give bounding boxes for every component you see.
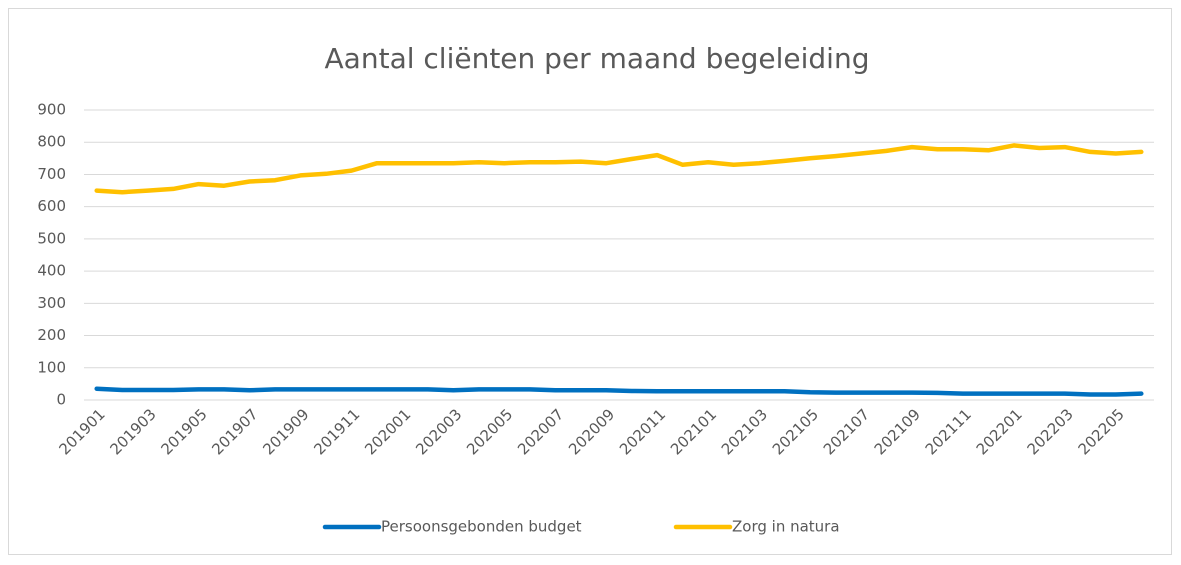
series-line [94,386,1144,397]
chart-title: Aantal cliënten per maand begeleiding [325,42,870,75]
y-tick-label: 100 [37,358,66,376]
y-tick-label: 900 [37,101,66,119]
chart-border [8,8,1172,555]
legend-label: Persoonsgebonden budget [381,518,582,536]
y-tick-label: 800 [37,133,66,151]
y-tick-label: 700 [37,165,66,183]
y-tick-label: 200 [37,326,66,344]
legend-label: Zorg in natura [732,518,840,536]
series-line [94,143,1144,195]
y-tick-label: 600 [37,197,66,215]
y-tick-label: 400 [37,262,66,280]
y-tick-label: 300 [37,294,66,312]
y-tick-label: 0 [56,391,66,409]
y-tick-label: 500 [37,229,66,247]
